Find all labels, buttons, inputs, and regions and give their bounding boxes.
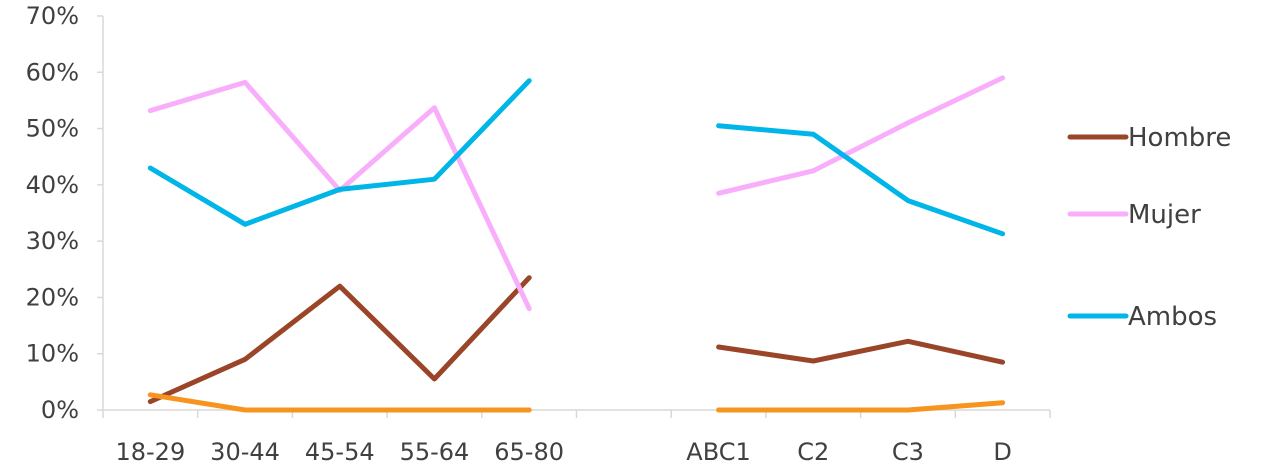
series-line-mujer-segment-2 [716,75,1006,196]
x-tick-label: 45-54 [305,438,375,466]
series-line-mujer-segment-1 [147,79,532,312]
series-line-series-4-segment-2 [716,400,1006,413]
legend-label-ambos: Ambos [1128,302,1217,332]
series-line-hombre-segment-1 [147,275,532,405]
x-tick-label: 18-29 [115,438,185,466]
x-tick-label: ABC1 [686,438,751,466]
y-tick-label: 50% [26,115,79,143]
y-tick-label: 10% [26,340,79,368]
y-tick-label: 40% [26,171,79,199]
series-line-ambos-segment-1 [147,78,532,227]
series-line-hombre-segment-2 [716,338,1006,365]
legend-label-mujer: Mujer [1128,200,1201,230]
x-tick-label: 30-44 [210,438,280,466]
x-tick-label: D [993,438,1011,466]
y-tick-label: 70% [26,2,79,30]
y-tick-label: 20% [26,283,79,311]
y-tick-label: 60% [26,58,79,86]
x-tick-label: C3 [892,438,924,466]
y-tick-label: 0% [41,396,79,424]
series-line-series-4-segment-1 [147,392,532,413]
series-line-ambos-segment-2 [716,123,1006,237]
x-tick-label: C2 [797,438,829,466]
y-tick-label: 30% [26,227,79,255]
x-tick-label: 65-80 [494,438,564,466]
legend-label-hombre: Hombre [1128,123,1231,153]
x-tick-label: 55-64 [400,438,470,466]
